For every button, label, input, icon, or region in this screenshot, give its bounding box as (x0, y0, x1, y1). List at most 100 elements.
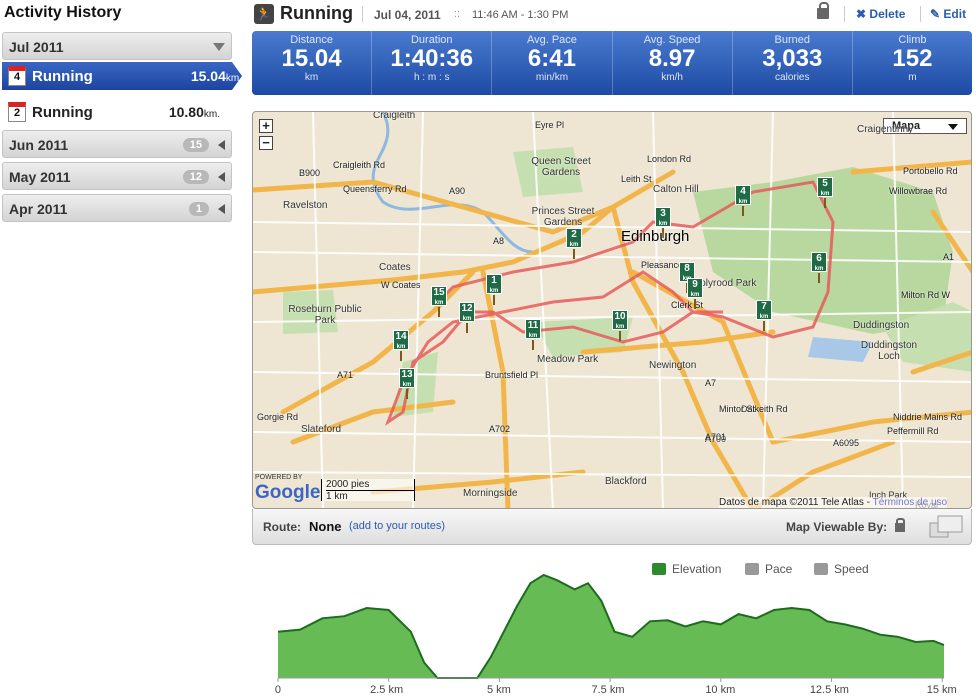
map-place-label: Queen Street Gardens (531, 156, 591, 178)
zoom-in-button[interactable]: + (259, 119, 273, 133)
x-tick-label: 15 km (926, 684, 957, 696)
month-label: Apr 2011 (9, 201, 68, 217)
elevation-swatch (652, 563, 666, 575)
km-marker[interactable]: 12 km (459, 302, 475, 333)
activity-item-selected[interactable]: 4 Running 15.04km. (2, 62, 242, 90)
fullscreen-icon[interactable] (929, 515, 963, 539)
map-road-label: Dalkeith Rd (741, 404, 788, 414)
divider (920, 6, 921, 22)
km-marker[interactable]: 7 km (756, 300, 772, 331)
map-place-label: Meadow Park (537, 354, 599, 365)
km-marker[interactable]: 1 km (486, 274, 502, 305)
activity-name: Running (32, 104, 93, 121)
chevron-left-icon (218, 172, 225, 182)
stat-climb: Climb 152 m (892, 34, 933, 83)
map-canvas[interactable] (253, 112, 972, 509)
map-place-label: Coates (379, 262, 411, 273)
map-road-label: W Coates (381, 280, 421, 290)
elevation-chart[interactable] (0, 565, 976, 699)
activity-title: Running (280, 3, 353, 23)
map-place-label: Roseburn Public Park (288, 304, 362, 326)
month-may-2011[interactable]: May 2011 12 (2, 162, 232, 190)
month-label: Jun 2011 (9, 137, 69, 153)
map-place-label: Duddingston Loch (860, 340, 918, 362)
activity-distance: 15.04km. (190, 68, 242, 84)
map-road-label: A702 (489, 424, 511, 434)
legend-elevation[interactable]: Elevation (652, 562, 721, 576)
route-value: None (309, 519, 342, 534)
x-tick-label: 12.5 km (809, 684, 849, 696)
month-apr-2011[interactable]: Apr 2011 1 (2, 194, 232, 222)
map-road-label: A6095 (833, 438, 860, 448)
legend-pace[interactable]: Pace (745, 562, 792, 576)
km-marker[interactable]: 14 km (393, 330, 409, 361)
divider (844, 6, 845, 22)
zoom-out-button[interactable]: − (259, 136, 273, 150)
map-road-label: Pleasance (641, 260, 684, 270)
activity-count-badge: 12 (182, 170, 209, 184)
activity-item[interactable]: 2 Running 10.80km. (2, 98, 234, 126)
map-road-label: Leith St (621, 174, 652, 184)
x-tick-label: 0 (274, 684, 282, 696)
km-marker[interactable]: 6 km (811, 252, 827, 283)
map-scale: 2000 pies 1 km (321, 479, 415, 502)
map-road-label: Clerk St (671, 300, 704, 310)
activity-name: Running (32, 68, 93, 85)
map-road-label: Bruntsfield Pl (485, 370, 539, 380)
activity-count-badge: 15 (182, 138, 209, 152)
map-place-label: Duddingston (853, 320, 910, 331)
elevation-line (277, 573, 945, 679)
elevation-area[interactable] (278, 575, 944, 678)
stat-distance: Distance 15.04 km (252, 31, 373, 95)
pace-swatch (745, 563, 759, 575)
km-marker[interactable]: 10 km (612, 310, 628, 341)
km-marker[interactable]: 9 km (687, 278, 703, 309)
map-road-label: Milton Rd W (901, 290, 951, 300)
map-type-select[interactable]: Mapa (883, 118, 967, 134)
google-logo[interactable]: Google (255, 482, 321, 503)
map-place-label: Blackford (605, 476, 647, 487)
map-place-label: Newington (649, 360, 697, 371)
km-marker[interactable]: 3 km (655, 207, 671, 238)
stat-duration: Duration 1:40:36 h : m : s (372, 31, 493, 95)
activity-date: Jul 04, 2011 (374, 8, 441, 22)
delete-button[interactable]: ✖ Delete (856, 7, 906, 21)
map-place-label: Calton Hill (653, 184, 699, 195)
pencil-icon: ✎ (930, 7, 941, 21)
map-road-label: London Rd (647, 154, 692, 164)
month-jul-2011[interactable]: Jul 2011 (2, 32, 232, 60)
legend-speed[interactable]: Speed (814, 562, 869, 576)
route-label: Route: (263, 520, 301, 534)
lock-icon[interactable] (817, 2, 829, 19)
stat-burned: Burned 3,033 calories (733, 31, 853, 95)
stat-avg-speed: Avg. Speed 8.97 km/h (613, 31, 733, 95)
divider (362, 6, 363, 22)
km-marker[interactable]: 13 km (399, 368, 415, 399)
km-marker[interactable]: 8km (679, 262, 695, 293)
close-icon: ✖ (856, 7, 867, 21)
km-marker[interactable]: 4 km (735, 185, 751, 216)
km-marker[interactable]: 15 km (431, 286, 447, 317)
stat-avg-pace: Avg. Pace 6:41 min/km (492, 31, 613, 95)
map-place-label: Holyrood Park (693, 278, 757, 289)
add-to-routes-link[interactable]: (add to your routes) (349, 520, 445, 532)
map-road-label: A7 (705, 378, 717, 388)
map-road-label: Portobello Rd (903, 166, 958, 176)
route-map[interactable]: + − Mapa Craigleith Ravelston Coates Rosebu… (252, 111, 972, 509)
x-tick-label: 10 km (705, 684, 736, 696)
edit-button[interactable]: ✎ Edit (930, 7, 967, 21)
stats-bar: Distance 15.04 km Duration 1:40:36 h : m : s… (252, 31, 972, 95)
activity-time: 11:46 AM - 1:30 PM (472, 9, 569, 21)
month-jun-2011[interactable]: Jun 2011 15 (2, 130, 232, 158)
speed-swatch (814, 563, 828, 575)
km-marker[interactable]: 2 km (566, 228, 582, 259)
month-label: Jul 2011 (9, 39, 64, 55)
km-marker[interactable]: 5 km (817, 177, 833, 208)
map-road-label: A8 (493, 236, 505, 246)
map-place-label: Morningside (463, 488, 518, 499)
map-road-label: Queensferry Rd (343, 184, 407, 194)
km-marker[interactable]: 11 km (525, 319, 541, 350)
lock-icon[interactable] (895, 518, 905, 532)
map-road-label: B900 (299, 168, 321, 178)
map-place-label: Craigleith (373, 111, 416, 121)
